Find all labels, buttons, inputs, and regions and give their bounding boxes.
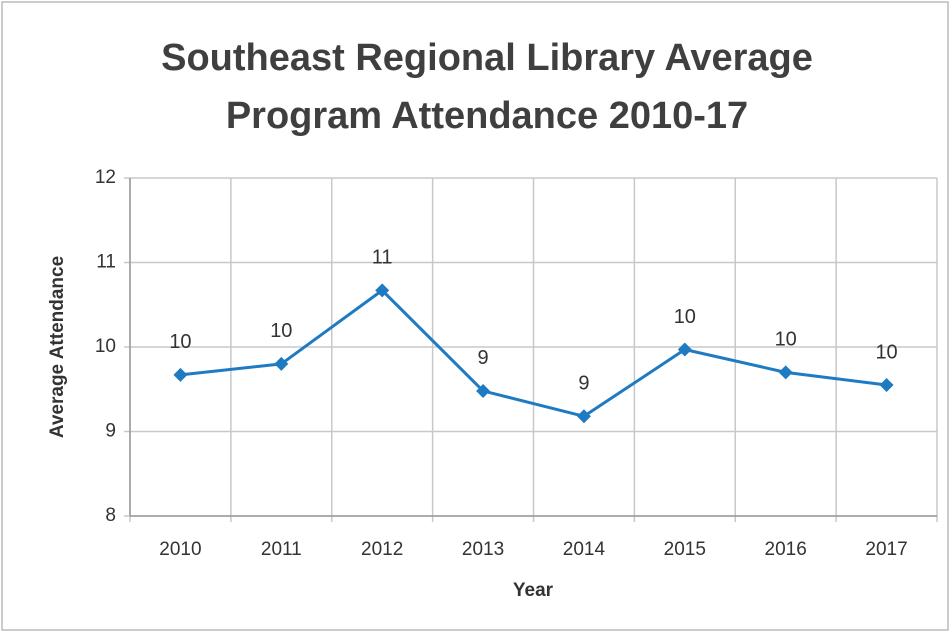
data-label: 9: [578, 373, 589, 395]
marker: [274, 356, 289, 371]
x-tick-label: 2015: [664, 539, 706, 560]
y-tick-label: 8: [105, 505, 116, 526]
line: [180, 288, 887, 418]
marker: [476, 383, 491, 398]
x-tick-label: 2011: [261, 539, 302, 560]
marker: [173, 367, 188, 382]
data-label: 10: [775, 329, 797, 351]
data-label: 9: [478, 347, 489, 369]
y-tick-label: 9: [105, 421, 116, 442]
data-label: 10: [875, 341, 897, 363]
data-label: 10: [270, 320, 292, 342]
x-tick-label: 2012: [361, 539, 403, 560]
y-tick-label: 12: [95, 167, 116, 188]
x-tick-label: 2014: [563, 539, 606, 560]
marker: [778, 365, 793, 380]
y-axis-label: Average Attendance: [47, 256, 68, 438]
y-tick-label: 11: [96, 252, 116, 273]
marker: [375, 283, 390, 298]
data-label: 10: [674, 306, 696, 328]
data-label: 10: [169, 331, 191, 353]
y-tick-label: 10: [95, 336, 116, 357]
x-tick-label: 2013: [462, 539, 504, 560]
x-tick-label: 2010: [159, 539, 201, 560]
chart-title: Southeast Regional Library Average: [161, 37, 813, 79]
chart-title: Program Attendance 2010-17: [226, 95, 748, 137]
marker: [576, 409, 591, 424]
marker: [879, 378, 894, 393]
data-label: 11: [372, 247, 393, 269]
x-tick-label: 2016: [765, 539, 807, 560]
x-axis-label: Year: [513, 580, 554, 601]
marker: [677, 342, 692, 357]
x-tick-label: 2017: [865, 539, 907, 560]
